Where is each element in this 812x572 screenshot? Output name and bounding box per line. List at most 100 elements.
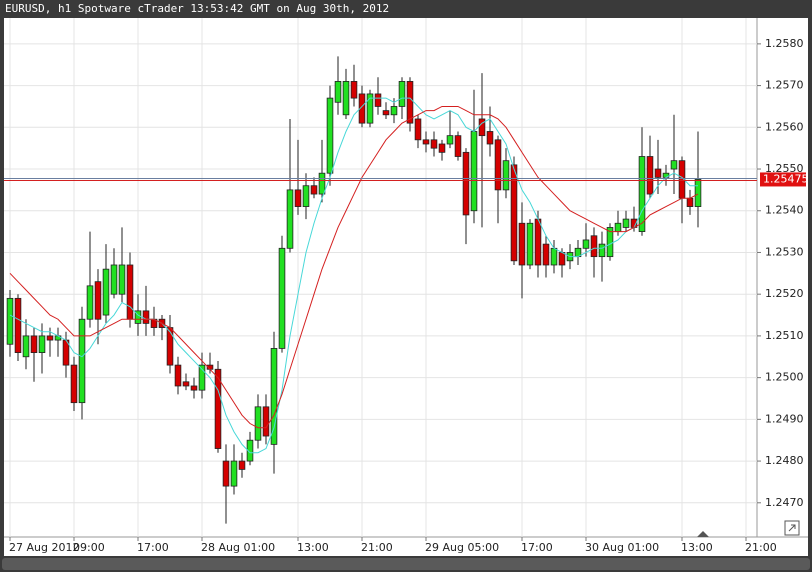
x-tick-label: 13:00 <box>681 541 713 554</box>
candle-body <box>366 93 374 124</box>
candle-body <box>374 93 382 107</box>
candle-body <box>238 460 246 470</box>
candle-body <box>86 285 94 320</box>
x-tick-label: 21:00 <box>745 541 777 554</box>
candle-body <box>294 189 302 207</box>
y-tick-label: 1.2470 <box>765 496 804 509</box>
candle-body <box>278 247 286 349</box>
plot <box>4 56 757 524</box>
candle-body <box>102 268 110 316</box>
x-tick-label: 29 Aug 05:00 <box>425 541 499 554</box>
y-tick-label: 1.2520 <box>765 287 804 300</box>
candle-body <box>454 135 462 157</box>
candle-body <box>670 160 678 170</box>
candle-body <box>550 247 558 266</box>
expand-arrow <box>788 524 796 532</box>
candle-body <box>398 81 406 107</box>
candle-body <box>430 139 438 149</box>
candle-body <box>502 160 510 191</box>
candle-body <box>326 97 334 174</box>
candle-body <box>486 131 494 145</box>
candle-body <box>654 168 662 178</box>
candle-body <box>582 239 590 249</box>
candle-body <box>406 81 414 124</box>
candle-body <box>422 139 430 145</box>
candle-body <box>510 164 518 262</box>
candle-body <box>558 252 566 266</box>
x-tick-label: 17:00 <box>137 541 169 554</box>
candle-body <box>182 381 190 387</box>
candle-body <box>470 131 478 212</box>
y-tick-label: 1.2560 <box>765 120 804 133</box>
candle-body <box>318 172 326 195</box>
candle-body <box>246 439 254 462</box>
x-tick-label: 21:00 <box>361 541 393 554</box>
candle-body <box>270 348 278 445</box>
scrollbar[interactable] <box>2 558 810 570</box>
candle-body <box>6 297 14 345</box>
candle-body <box>542 243 550 266</box>
x-tick-label: 09:00 <box>73 541 105 554</box>
candle-body <box>222 460 230 487</box>
candle-body <box>214 368 222 449</box>
candle-body <box>614 222 622 233</box>
x-tick-label: 27 Aug 2012 <box>9 541 79 554</box>
candle-body <box>134 310 142 324</box>
y-tick-label: 1.2500 <box>765 371 804 384</box>
candle-body <box>286 189 294 249</box>
candle-body <box>142 310 150 324</box>
x-tick-label: 30 Aug 01:00 <box>585 541 659 554</box>
y-tick-label: 1.2550 <box>765 162 804 175</box>
candle-body <box>694 179 702 207</box>
y-tick-label: 1.2580 <box>765 37 804 50</box>
y-tick-label: 1.2480 <box>765 454 804 467</box>
y-tick-label: 1.2510 <box>765 329 804 342</box>
y-tick-label: 1.2540 <box>765 204 804 217</box>
candle-body <box>174 364 182 387</box>
axes: 1.2470 1.2480 1.2490 1.2500 1.2510 1.2520 1.25… <box>9 37 809 554</box>
candle-body <box>166 327 174 366</box>
candle-body <box>390 106 398 116</box>
candle-body <box>438 143 446 153</box>
candle-body <box>622 218 630 228</box>
moving-average-line <box>9 97 698 454</box>
time-marker <box>697 531 709 537</box>
candle-body <box>254 406 262 441</box>
candle-body <box>22 335 30 358</box>
candle-body <box>262 406 270 437</box>
expand-icon[interactable] <box>784 520 800 536</box>
candle-body <box>94 281 102 320</box>
candle-body <box>590 235 598 258</box>
chart-title: EURUSD, h1 Spotware cTrader 13:53:42 GMT… <box>5 2 389 15</box>
candle-body <box>598 243 606 258</box>
candle-body <box>382 110 390 116</box>
candle-body <box>534 218 542 266</box>
candle-body <box>110 264 118 295</box>
candle-body <box>526 222 534 266</box>
candle-body <box>606 227 614 258</box>
candle-body <box>70 364 78 404</box>
candle-body <box>446 135 454 145</box>
candle-body <box>38 335 46 353</box>
candle-body <box>46 335 54 341</box>
candle-body <box>638 156 646 233</box>
y-tick-label: 1.2570 <box>765 79 804 92</box>
candle-body <box>310 185 318 195</box>
candle-body <box>462 151 470 216</box>
candle-body <box>302 185 310 207</box>
candle-body <box>494 139 502 191</box>
candle-body <box>342 81 350 116</box>
candle-body <box>14 297 22 353</box>
price-label: 1.25475 <box>763 172 809 185</box>
candle-body <box>358 93 366 124</box>
moving-average-line <box>9 105 699 429</box>
price-label-box <box>760 172 806 187</box>
x-tick-label: 28 Aug 01:00 <box>201 541 275 554</box>
candle-body <box>350 81 358 99</box>
candle-body <box>30 335 38 353</box>
candle-body <box>334 81 342 103</box>
candle-body <box>518 222 526 266</box>
candle-body <box>646 156 654 195</box>
